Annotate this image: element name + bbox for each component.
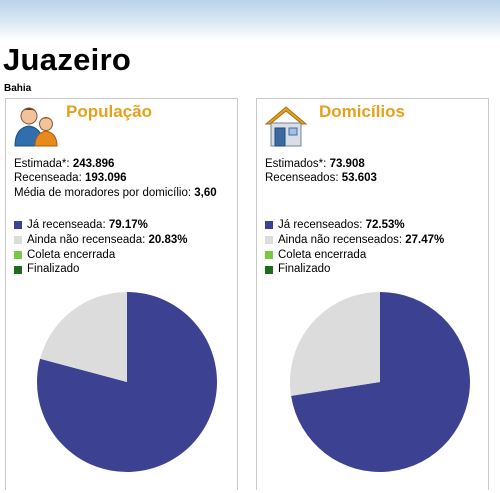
legend-label: Já recenseados: [278, 219, 363, 231]
legend-swatch-censused [14, 221, 22, 230]
legend-item: Ainda não recenseados: 27.47% [265, 233, 444, 248]
legend-swatch-collection-closed [265, 250, 273, 259]
people-icon [13, 104, 61, 153]
estimated-value: 243.896 [72, 158, 115, 170]
legend-label: Ainda não recenseados: [278, 233, 403, 246]
legend-value: 20.83% [148, 233, 188, 246]
legend-value: 72.53% [365, 219, 405, 231]
population-pie-chart [36, 292, 217, 472]
legend-swatch-not-censused [14, 236, 22, 245]
legend-swatch-finalized [14, 265, 22, 274]
households-legend: Já recenseados: 72.53% Ainda não recense… [265, 218, 444, 277]
legend-value: 27.47% [405, 233, 445, 246]
legend-item: Finalizado [265, 262, 444, 277]
population-title: População [66, 102, 152, 121]
header-gradient [0, 0, 500, 40]
legend-item: Já recenseados: 72.53% [265, 218, 444, 233]
estimated-value: 73.908 [329, 158, 365, 170]
estimated-label: Estimados*: [265, 158, 327, 170]
households-panel: Domicílios Estimados*: 73.908 Recenseado… [256, 98, 489, 490]
legend-label: Já recenseada: [27, 219, 106, 231]
legend-swatch-collection-closed [14, 250, 22, 259]
censused-value: 53.603 [341, 172, 377, 185]
pie-slice-not-censused [40, 292, 127, 382]
censused-value: 193.096 [84, 172, 127, 185]
pie-slice-censused [291, 292, 470, 472]
population-stats: Estimada*: 243.896 Recenseada: 193.096 M… [14, 157, 217, 200]
page-title: Juazeiro [3, 42, 132, 77]
households-stats: Estimados*: 73.908 Recenseados: 53.603 [265, 157, 377, 186]
state-subtitle: Bahia [4, 83, 32, 94]
pie-slice-not-censused [290, 292, 380, 396]
legend-item: Coleta encerrada [14, 248, 188, 263]
legend-swatch-finalized [265, 265, 273, 274]
legend-item: Coleta encerrada [265, 248, 444, 263]
legend-swatch-censused [265, 221, 273, 230]
legend-label: Coleta encerrada [27, 248, 116, 261]
legend-label: Finalizado [27, 263, 80, 276]
legend-swatch-not-censused [265, 236, 273, 245]
legend-item: Finalizado [14, 262, 188, 277]
households-pie-chart [290, 292, 470, 472]
households-title: Domicílios [319, 102, 405, 121]
censused-label: Recenseados: [265, 172, 339, 185]
house-icon [264, 104, 308, 153]
legend-label: Ainda não recenseada: [27, 233, 146, 246]
legend-item: Já recenseada: 79.17% [14, 218, 188, 233]
estimated-label: Estimada*: [14, 158, 70, 170]
legend-label: Coleta encerrada [278, 248, 367, 261]
legend-value: 79.17% [108, 219, 148, 231]
population-legend: Já recenseada: 79.17% Ainda não recensea… [14, 218, 188, 277]
censused-label: Recenseada: [14, 172, 82, 185]
avg-residents-label: Média de moradores por domicílio: [14, 186, 192, 199]
legend-label: Finalizado [278, 263, 331, 276]
legend-item: Ainda não recenseada: 20.83% [14, 233, 188, 248]
population-panel: População Estimada*: 243.896 Recenseada:… [5, 98, 238, 490]
avg-residents-value: 3,60 [194, 186, 217, 199]
